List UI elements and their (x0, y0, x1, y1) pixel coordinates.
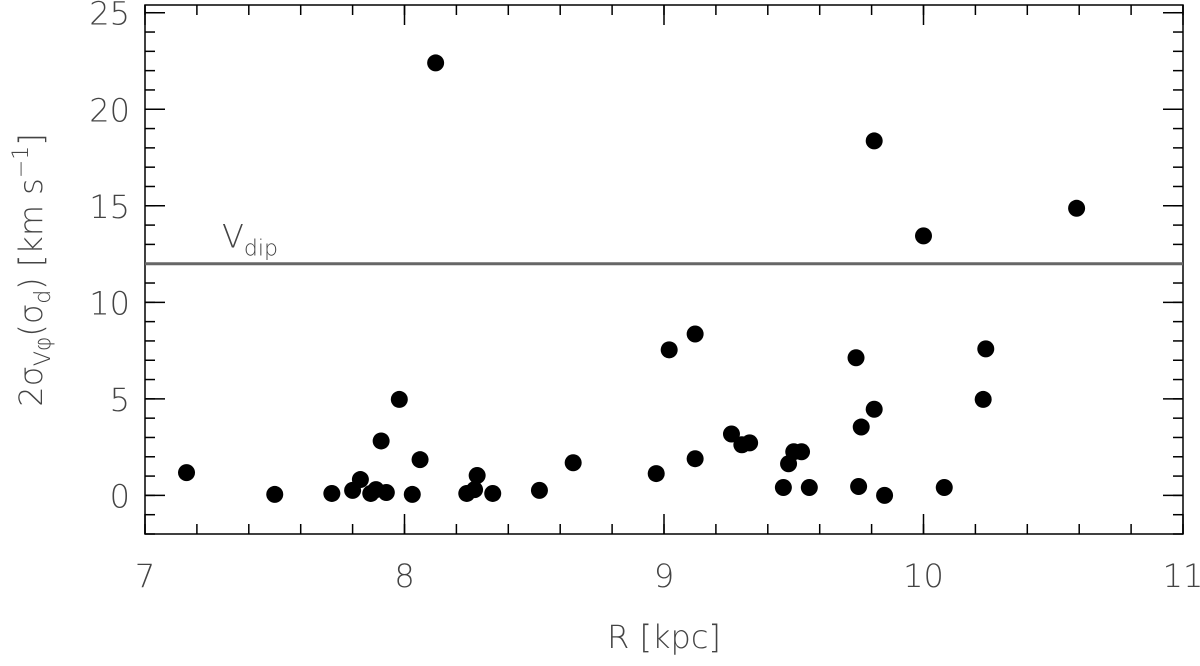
point (372, 432, 390, 450)
point (722, 425, 740, 443)
point (1068, 199, 1086, 217)
reference-label: Vdip (222, 218, 278, 262)
point (660, 341, 678, 359)
point (876, 486, 894, 504)
point (411, 451, 429, 469)
point (974, 390, 992, 408)
point (468, 467, 486, 485)
x-tick-label: 7 (135, 557, 155, 595)
point (847, 349, 865, 367)
y-label-part: ] (12, 133, 50, 145)
plot-frame (144, 4, 1184, 535)
point (800, 478, 818, 496)
point (865, 132, 883, 150)
point (484, 484, 502, 502)
point (915, 227, 932, 245)
point (935, 478, 953, 496)
point (466, 481, 484, 499)
point (865, 400, 883, 418)
point (647, 465, 665, 483)
x-axis-label: R [kpc] (607, 618, 721, 656)
y-label-part: −1 (9, 146, 34, 178)
point (323, 484, 341, 502)
point (793, 443, 811, 461)
point (852, 418, 870, 436)
y-tick-label: 15 (89, 188, 130, 226)
point (351, 471, 369, 489)
point (377, 483, 395, 501)
point (686, 325, 704, 343)
point (427, 54, 445, 72)
y-tick-label: 25 (89, 0, 130, 33)
y-label-part: Vφ (31, 337, 56, 367)
y-label-part: ) [km s (12, 178, 50, 290)
y-axis-label: 2σVφ(σd) [km s−1] (9, 133, 56, 407)
reference-label-sub: dip (244, 237, 278, 262)
point (178, 464, 196, 482)
point (774, 478, 792, 496)
x-tick-label: 8 (394, 557, 414, 595)
y-tick-label: 20 (89, 91, 130, 129)
point (530, 481, 548, 499)
y-label-part: d (31, 290, 56, 304)
point (403, 485, 421, 503)
x-tick-label: 11 (1163, 557, 1200, 595)
y-tick-label: 10 (89, 284, 130, 322)
point (977, 340, 995, 358)
y-label-part: (σ (12, 304, 50, 337)
y-tick-label: 5 (110, 381, 130, 419)
reference-label-main: V (222, 218, 244, 256)
point (741, 434, 759, 452)
point (266, 485, 284, 503)
y-label-part: 2σ (12, 366, 50, 407)
point (390, 390, 408, 408)
x-tick-label: 10 (903, 557, 944, 595)
point (686, 450, 704, 468)
x-tick-label: 9 (654, 557, 674, 595)
point (850, 478, 868, 496)
point (564, 454, 582, 472)
y-tick-label: 0 (110, 477, 130, 515)
